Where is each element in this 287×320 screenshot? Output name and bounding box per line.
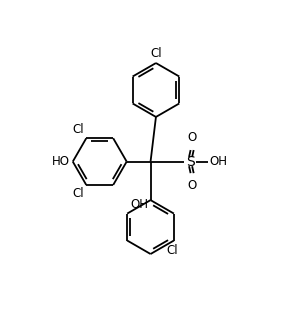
Text: S: S (186, 155, 195, 169)
Text: OH: OH (130, 198, 148, 211)
Text: Cl: Cl (150, 47, 162, 60)
Text: O: O (187, 179, 197, 192)
Text: HO: HO (52, 155, 70, 168)
Text: OH: OH (209, 155, 227, 168)
Text: Cl: Cl (72, 187, 84, 200)
Text: Cl: Cl (72, 123, 84, 136)
Text: Cl: Cl (166, 244, 178, 257)
Text: O: O (187, 131, 197, 144)
